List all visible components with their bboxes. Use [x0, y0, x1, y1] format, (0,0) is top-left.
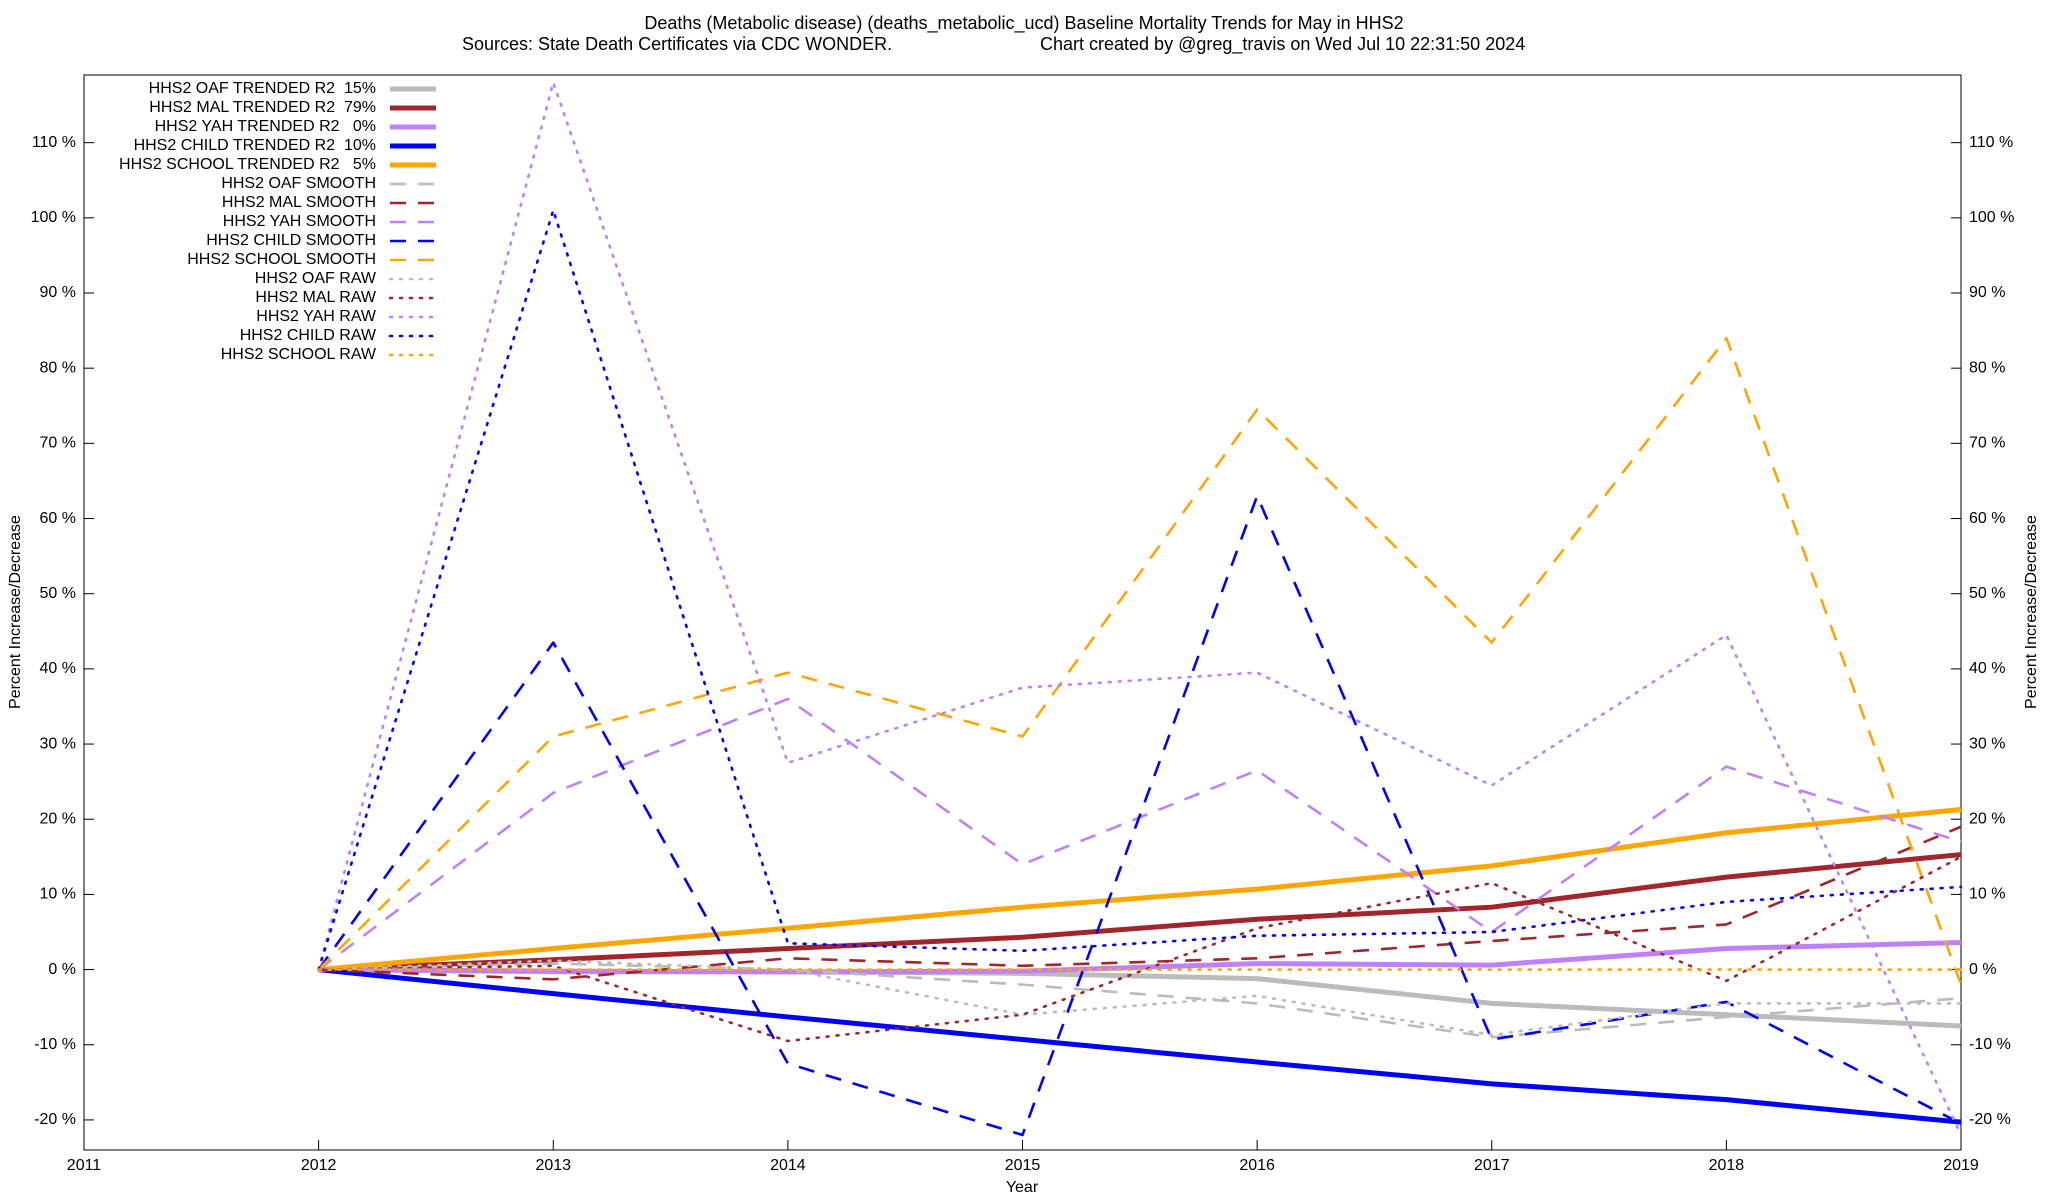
legend-label: HHS2 MAL RAW [255, 289, 377, 306]
x-tick-label: 2018 [1709, 1157, 1745, 1174]
y2-tick-label: 50 % [1969, 585, 2005, 602]
legend-label: HHS2 YAH SMOOTH [223, 213, 376, 230]
series-line [318, 940, 1962, 975]
y2-tick-label: 0 % [1969, 961, 1997, 978]
y-tick-label: -20 % [34, 1111, 76, 1128]
x-tick-label: 2011 [67, 1157, 102, 1174]
legend-label: HHS2 SCHOOL SMOOTH [187, 251, 376, 268]
y2-tick-label: 90 % [1969, 284, 2005, 301]
series-line [318, 852, 1962, 973]
y-axis-label: Percent Increase/Decrease [7, 515, 24, 709]
y2-tick-label: 100 % [1969, 209, 2014, 226]
y2-tick-label: 20 % [1969, 810, 2005, 827]
x-tick-label: 2017 [1474, 1157, 1510, 1174]
chart-subtitle: Sources: State Death Certificates via CD… [462, 34, 892, 54]
x-axis-label: Year [1006, 1179, 1039, 1196]
series-line [318, 806, 1962, 973]
legend-label: HHS2 CHILD SMOOTH [206, 232, 376, 249]
y-tick-label: 30 % [40, 735, 76, 752]
y2-tick-label: 70 % [1969, 435, 2005, 452]
y2-tick-label: 110 % [1969, 134, 2013, 151]
legend-label: HHS2 OAF TRENDED R2 15% [149, 80, 376, 97]
y-tick-label: 20 % [40, 810, 76, 827]
legend-label: HHS2 CHILD RAW [240, 327, 377, 344]
legend-label: HHS2 MAL TRENDED R2 79% [149, 99, 376, 116]
y-tick-label: 50 % [40, 585, 76, 602]
y2-tick-label: 40 % [1969, 660, 2005, 677]
y-tick-label: 60 % [40, 510, 76, 527]
series-line [318, 825, 1962, 981]
y-tick-label: 10 % [40, 886, 76, 903]
series-line [318, 962, 1962, 1039]
legend-label: HHS2 SCHOOL TRENDED R2 5% [119, 156, 376, 173]
series-line [318, 967, 1962, 1125]
x-tick-label: 2013 [535, 1157, 571, 1174]
y-tick-label: 100 % [31, 209, 76, 226]
legend-label: HHS2 CHILD TRENDED R2 10% [134, 137, 376, 154]
y2-tick-label: 10 % [1969, 886, 2005, 903]
y2-tick-label: 80 % [1969, 359, 2005, 376]
series-line [317, 209, 1963, 971]
y2-axis-label: Percent Increase/Decrease [2023, 515, 2040, 709]
y2-tick-label: -10 % [1969, 1036, 2011, 1053]
series-line [317, 855, 1963, 1043]
series-line [317, 336, 1963, 986]
y2-tick-label: 30 % [1969, 735, 2005, 752]
series-line [317, 959, 1963, 1037]
y-tick-label: 0 % [48, 961, 76, 978]
y-tick-label: 90 % [40, 284, 76, 301]
legend-label: HHS2 SCHOOL RAW [221, 346, 377, 363]
x-tick-label: 2016 [1239, 1157, 1275, 1174]
x-tick-label: 2015 [1005, 1157, 1041, 1174]
x-tick-label: 2012 [301, 1157, 337, 1174]
legend-label: HHS2 OAF SMOOTH [221, 175, 376, 192]
y-tick-label: -10 % [34, 1036, 76, 1053]
x-tick-label: 2019 [1943, 1157, 1979, 1174]
legend-label: HHS2 YAH RAW [256, 308, 377, 325]
legend-label: HHS2 MAL SMOOTH [222, 194, 376, 211]
y2-tick-label: -20 % [1969, 1111, 2011, 1128]
y-tick-label: 80 % [40, 359, 76, 376]
y-tick-label: 70 % [40, 435, 76, 452]
y-tick-label: 110 % [32, 134, 76, 151]
legend-label: HHS2 YAH TRENDED R2 0% [155, 118, 376, 135]
chart-credit: Chart created by @greg_travis on Wed Jul… [1040, 34, 1525, 55]
series-line [317, 494, 1962, 1137]
series-line [317, 81, 1963, 1137]
legend-label: HHS2 OAF RAW [255, 270, 377, 287]
chart-title: Deaths (Metabolic disease) (deaths_metab… [644, 13, 1403, 34]
y-tick-label: 40 % [40, 660, 76, 677]
x-tick-label: 2014 [770, 1157, 806, 1174]
y2-tick-label: 60 % [1969, 510, 2005, 527]
